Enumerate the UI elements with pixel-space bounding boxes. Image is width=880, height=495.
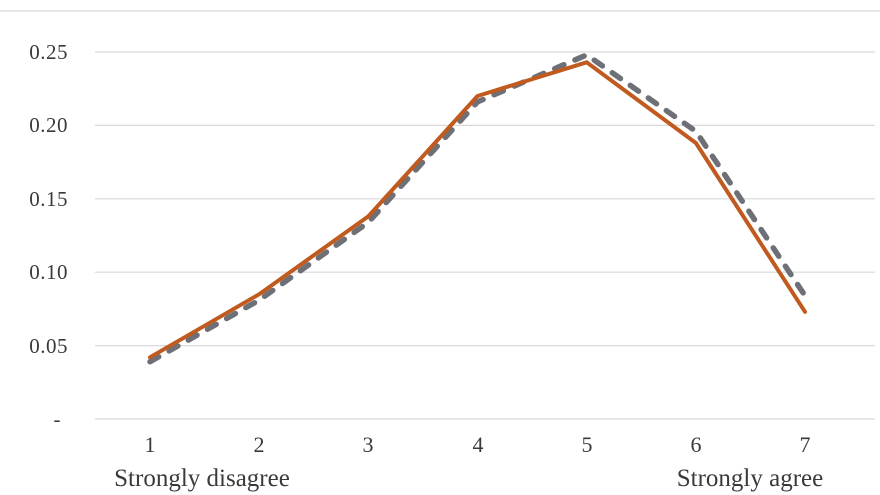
x-tick-label: 4 <box>472 432 484 457</box>
dashed-gray-series <box>147 52 808 365</box>
y-tick-label: 0.20 <box>29 113 68 137</box>
y-tick-label: 0.15 <box>29 187 68 211</box>
y-tick-label: 0.10 <box>29 260 68 284</box>
y-tick-label: 0.05 <box>29 334 68 358</box>
y-tick-label: 0.25 <box>29 40 68 64</box>
x-tick-label: 6 <box>690 432 702 457</box>
y-tick-label-zero: - <box>53 407 61 431</box>
x-tick-label: 7 <box>799 432 811 457</box>
x-tick-label: 5 <box>581 432 593 457</box>
x-axis-caption-right: Strongly agree <box>676 465 824 492</box>
x-tick-label: 3 <box>362 432 374 457</box>
x-tick-label: 1 <box>144 432 156 457</box>
x-tick-label: 2 <box>253 432 265 457</box>
solid-orange-series <box>148 60 807 360</box>
x-axis-caption-left: Strongly disagree <box>114 465 290 492</box>
